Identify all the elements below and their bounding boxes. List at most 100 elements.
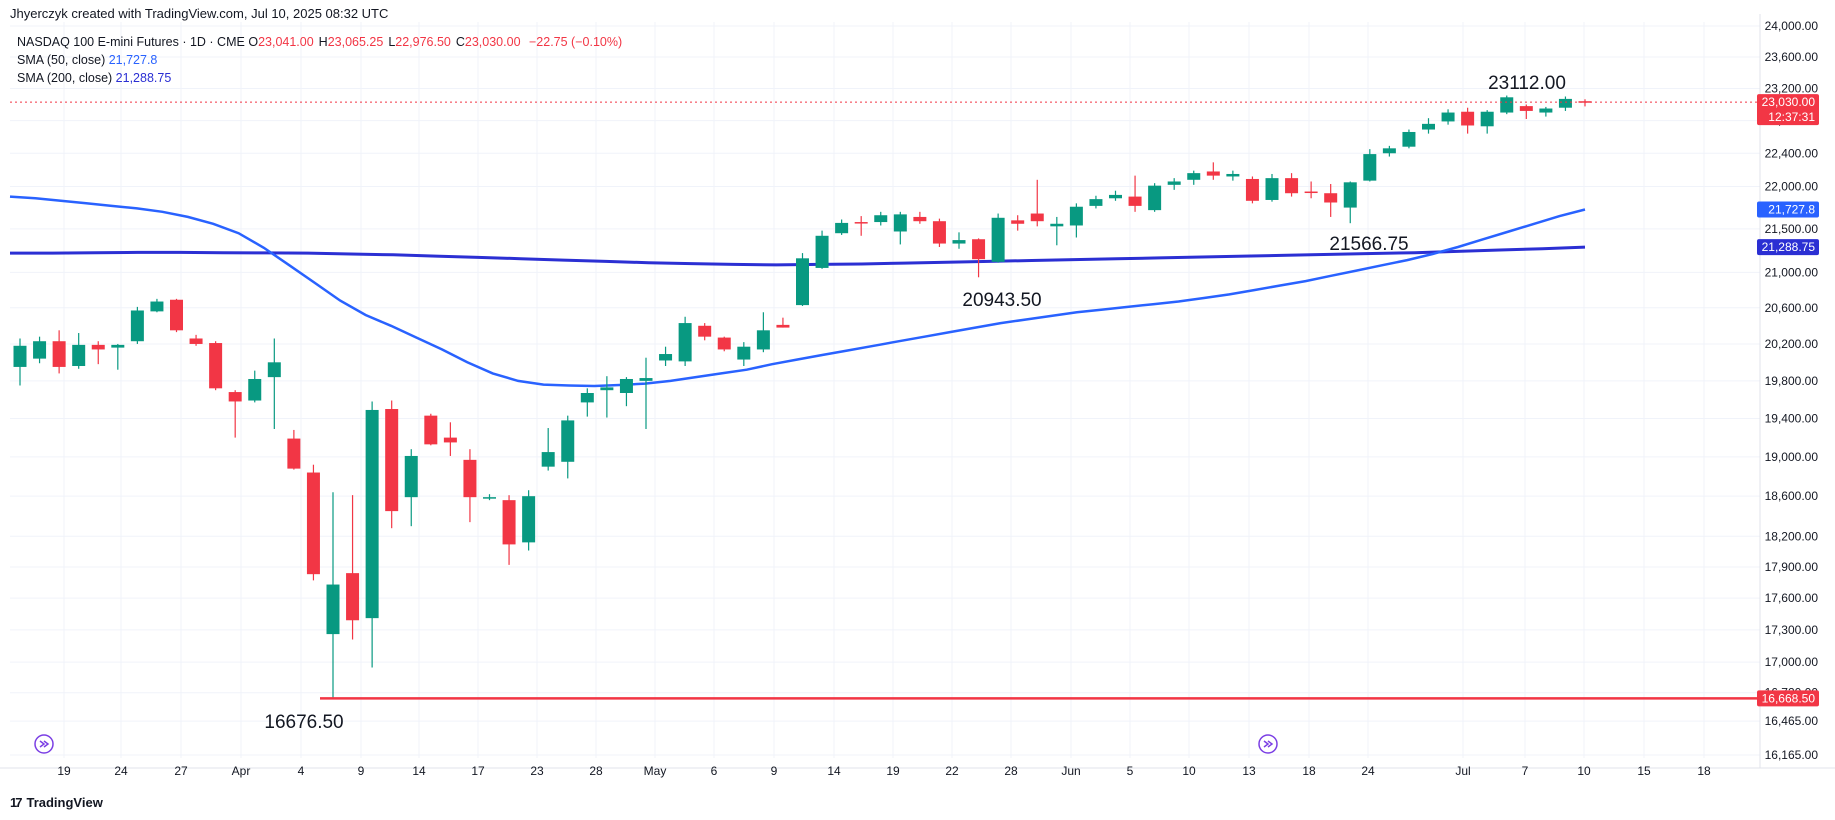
candle-body <box>1148 185 1162 211</box>
candle <box>698 323 712 341</box>
support-badge-text: 16,668.50 <box>1762 691 1816 705</box>
candle <box>111 343 125 370</box>
ohlc-h: H23,065.25 <box>319 35 384 49</box>
candle <box>52 330 66 374</box>
symbol-row[interactable]: NASDAQ 100 E-mini Futures · 1D · CME O23… <box>17 33 622 51</box>
x-tick-label: Jun <box>1061 764 1080 778</box>
candle-body <box>326 584 340 635</box>
candle-body <box>776 324 790 328</box>
sma200-label: SMA (200, close) <box>17 71 113 85</box>
candle-body <box>209 343 223 389</box>
candle-body <box>698 325 712 337</box>
candle-body <box>796 258 809 306</box>
candle <box>130 306 144 344</box>
candle <box>385 400 399 529</box>
candle-body <box>1245 178 1259 201</box>
ohlc-key: L <box>388 35 396 49</box>
candle <box>483 494 496 501</box>
candle <box>1382 145 1396 157</box>
x-tick-label: 18 <box>1302 764 1316 778</box>
x-tick-label: 24 <box>1361 764 1375 778</box>
candle <box>1461 107 1475 134</box>
candle <box>1343 181 1357 224</box>
y-tick-label: 21,000.00 <box>1765 265 1819 279</box>
tradingview-logo-icon: 17 <box>10 795 23 810</box>
y-tick-label: 22,000.00 <box>1765 180 1819 194</box>
candle-body <box>619 378 633 394</box>
candle <box>189 334 203 346</box>
ohlc-value: 23,030.00 <box>464 35 521 49</box>
candle <box>893 211 907 245</box>
candle-body <box>1363 154 1377 181</box>
x-tick-label: Jul <box>1455 764 1470 778</box>
sma50-label: SMA (50, close) <box>17 53 106 67</box>
candle <box>1480 110 1494 134</box>
candle <box>1363 149 1377 182</box>
candle <box>424 413 438 446</box>
candle <box>365 401 379 668</box>
last-price-badge-text: 12:37:31 <box>1768 110 1815 124</box>
candle-body <box>659 354 673 361</box>
candle <box>1050 216 1064 246</box>
candle-body <box>502 500 516 545</box>
candle-body <box>1304 191 1318 194</box>
candle-body <box>267 362 281 378</box>
candle-body <box>756 330 770 350</box>
tradingview-logo[interactable]: 17 TradingView <box>10 795 103 810</box>
candle <box>1304 181 1318 199</box>
x-tick-label: 24 <box>114 764 128 778</box>
sma200-badge <box>1757 239 1819 256</box>
candle-body <box>346 573 360 621</box>
y-tick-label: 17,000.00 <box>1765 655 1819 669</box>
ohlc-o: O23,041.00 <box>248 35 313 49</box>
candle <box>972 238 986 278</box>
arrow-circle-icon[interactable] <box>34 734 54 754</box>
candle <box>1245 176 1259 204</box>
candle <box>1187 170 1201 185</box>
candle-body <box>522 496 536 543</box>
chart-grid <box>0 14 1835 769</box>
candle-body <box>1069 206 1083 226</box>
candle <box>835 219 849 235</box>
y-tick-label: 20,600.00 <box>1765 301 1819 315</box>
sma200-legend[interactable]: SMA (200, close) 21,288.75 <box>17 69 622 87</box>
candle <box>1011 215 1025 231</box>
price-axis[interactable]: 24,000.0023,600.0023,200.0022,800.0022,4… <box>1765 19 1819 762</box>
y-tick-label: 18,600.00 <box>1765 489 1819 503</box>
candle-body <box>1285 178 1299 194</box>
candle <box>815 230 829 269</box>
chart-legend: NASDAQ 100 E-mini Futures · 1D · CME O23… <box>17 33 622 87</box>
y-tick-label: 16,165.00 <box>1765 748 1819 762</box>
candle <box>306 464 320 581</box>
ohlc-key: H <box>318 35 328 49</box>
candle-body <box>913 216 927 222</box>
y-tick-label: 24,000.00 <box>1765 19 1819 33</box>
candle-body <box>52 341 66 367</box>
y-tick-label: 17,300.00 <box>1765 623 1819 637</box>
time-axis[interactable]: 19 24 27 Apr 4 9 14 17 23 28 May 6 9 14 19 22 28 Jun 5 10 13… <box>57 764 1711 778</box>
candle-body <box>1324 193 1338 203</box>
candle-body <box>385 409 399 512</box>
symbol-name: NASDAQ 100 E-mini Futures · 1D · CME <box>17 35 245 49</box>
candle-body <box>893 214 907 232</box>
candle-body <box>1128 196 1142 206</box>
candle-body <box>561 420 575 462</box>
candle <box>209 341 223 391</box>
candle <box>776 317 790 328</box>
price-change: −22.75 (−0.10%) <box>529 35 623 49</box>
candle-body <box>1050 223 1064 227</box>
ohlc-values: O23,041.00 H23,065.25 L22,976.50 C23,030.00 <box>248 35 525 49</box>
sma50-legend[interactable]: SMA (50, close) 21,727.8 <box>17 51 622 69</box>
candle-body <box>1500 97 1514 113</box>
candle-body <box>1206 171 1220 176</box>
candle <box>248 370 262 403</box>
x-tick-label: 18 <box>1697 764 1711 778</box>
x-tick-label: 5 <box>1127 764 1134 778</box>
candle-body <box>1226 173 1240 177</box>
candle <box>33 336 47 364</box>
arrow-circle-icon[interactable] <box>1258 734 1278 754</box>
candle <box>854 216 868 236</box>
candle <box>1441 109 1455 125</box>
candle-body <box>72 344 86 367</box>
